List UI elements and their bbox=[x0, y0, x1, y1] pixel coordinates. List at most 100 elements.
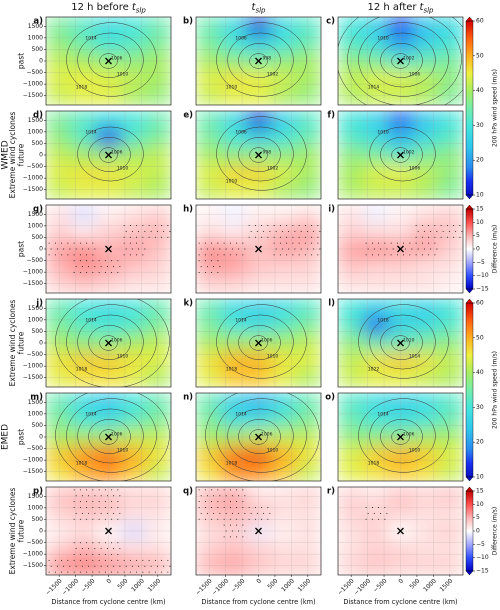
isobar bbox=[380, 43, 423, 78]
isobar bbox=[380, 325, 423, 360]
field-cell bbox=[46, 275, 72, 293]
isobar bbox=[66, 398, 157, 473]
field-cell bbox=[121, 275, 147, 293]
y-tick-label: −1000 bbox=[23, 175, 43, 182]
isobar-label: 1014 bbox=[409, 353, 421, 359]
field-cell bbox=[296, 163, 321, 182]
field-cell bbox=[196, 463, 222, 481]
field-cell bbox=[296, 539, 321, 558]
field-cell bbox=[196, 504, 222, 523]
field-cell bbox=[296, 128, 321, 147]
isobar-label: 1010 bbox=[377, 130, 389, 136]
field-cell bbox=[296, 334, 321, 353]
isobar-label: 1010 bbox=[117, 71, 129, 77]
colorbar-label: 200 hPa wind speed (m/s) bbox=[492, 69, 499, 147]
field-cell bbox=[246, 205, 272, 224]
field-cell bbox=[71, 181, 97, 199]
isobar bbox=[238, 43, 281, 78]
field-cell bbox=[196, 111, 222, 130]
isobar bbox=[369, 126, 436, 182]
isobar bbox=[77, 314, 144, 370]
field-cell bbox=[196, 351, 222, 370]
centre-marker bbox=[105, 339, 112, 347]
field-cell bbox=[146, 487, 171, 506]
field-cell bbox=[413, 504, 439, 523]
field-cell bbox=[388, 205, 414, 224]
field-cell bbox=[196, 205, 222, 224]
isobar bbox=[358, 22, 449, 97]
field-cell bbox=[71, 17, 97, 36]
field-cell bbox=[71, 34, 97, 53]
isobar-label: 998 bbox=[262, 56, 271, 62]
field-cell bbox=[338, 351, 364, 370]
colorbar-tick-label: −5 bbox=[476, 259, 485, 266]
isobar bbox=[77, 408, 144, 464]
field-cell bbox=[413, 17, 439, 36]
field-cell bbox=[438, 87, 463, 105]
centre-marker bbox=[397, 151, 404, 159]
field-cell bbox=[246, 557, 272, 575]
x-tick-label: −1000 bbox=[211, 577, 230, 596]
colorbar-tick-label: 40 bbox=[476, 87, 484, 94]
field-cell bbox=[438, 257, 463, 276]
isobar-label: 1006 bbox=[111, 150, 123, 156]
panel-frame bbox=[337, 392, 464, 482]
field-cell bbox=[196, 275, 222, 293]
field-cell bbox=[46, 69, 72, 88]
field-cell bbox=[413, 369, 439, 387]
y-tick-label: −1000 bbox=[23, 551, 43, 558]
colorbar-tick-label: 30 bbox=[476, 404, 484, 411]
field-cell bbox=[96, 557, 122, 575]
side-label: Extreme wind cyclones bbox=[8, 488, 17, 575]
isobar bbox=[227, 32, 294, 88]
isobar bbox=[227, 126, 294, 182]
panel-letter: g) bbox=[33, 205, 43, 215]
isobar-label: 1010 bbox=[267, 447, 279, 453]
field-cell bbox=[221, 128, 247, 147]
field-cell bbox=[96, 128, 122, 147]
field-cell bbox=[146, 393, 171, 412]
field-cell bbox=[271, 146, 297, 165]
field-cell bbox=[46, 163, 72, 182]
field-cell bbox=[146, 163, 171, 182]
field-cell bbox=[388, 222, 414, 241]
isobar bbox=[391, 147, 410, 163]
field-cell bbox=[338, 181, 364, 199]
field-cell bbox=[246, 393, 272, 412]
field-cell bbox=[271, 539, 297, 558]
field-cell bbox=[296, 504, 321, 523]
field-cell bbox=[388, 257, 414, 276]
field-cell bbox=[363, 87, 389, 105]
isobar-label: 998 bbox=[262, 150, 271, 156]
x-tick-label: 1500 bbox=[147, 577, 163, 593]
field bbox=[338, 487, 463, 575]
field-cell bbox=[413, 146, 439, 165]
y-tick-label: −1500 bbox=[23, 280, 43, 287]
field-cell bbox=[388, 557, 414, 575]
colorbar-tick-label: 20 bbox=[476, 157, 484, 164]
field-cell bbox=[363, 34, 389, 53]
field-cell bbox=[363, 557, 389, 575]
panel: 1006 1010 1014 1018 bbox=[196, 299, 321, 387]
column-title-subscript: slp bbox=[255, 7, 266, 15]
isobar bbox=[391, 335, 410, 351]
field-cell bbox=[296, 445, 321, 464]
centre-marker bbox=[255, 339, 262, 347]
field-cell bbox=[363, 205, 389, 224]
field-cell bbox=[46, 52, 72, 71]
y-tick-label: −500 bbox=[27, 69, 44, 76]
field-cell bbox=[363, 369, 389, 387]
panel-letter: n) bbox=[183, 393, 193, 403]
field-cell bbox=[96, 351, 122, 370]
field-cell bbox=[96, 17, 122, 36]
isobar bbox=[249, 429, 268, 445]
x-tick-label: 0 bbox=[397, 577, 405, 585]
field-cell bbox=[296, 275, 321, 293]
field-cell bbox=[121, 299, 147, 318]
isobar-label: 1014 bbox=[235, 318, 247, 324]
y-tick-label: 1500 bbox=[28, 211, 43, 218]
panel: 1006 1010 1014 1018 1022 bbox=[196, 393, 321, 481]
field-cell bbox=[338, 393, 364, 412]
field-cell bbox=[363, 275, 389, 293]
